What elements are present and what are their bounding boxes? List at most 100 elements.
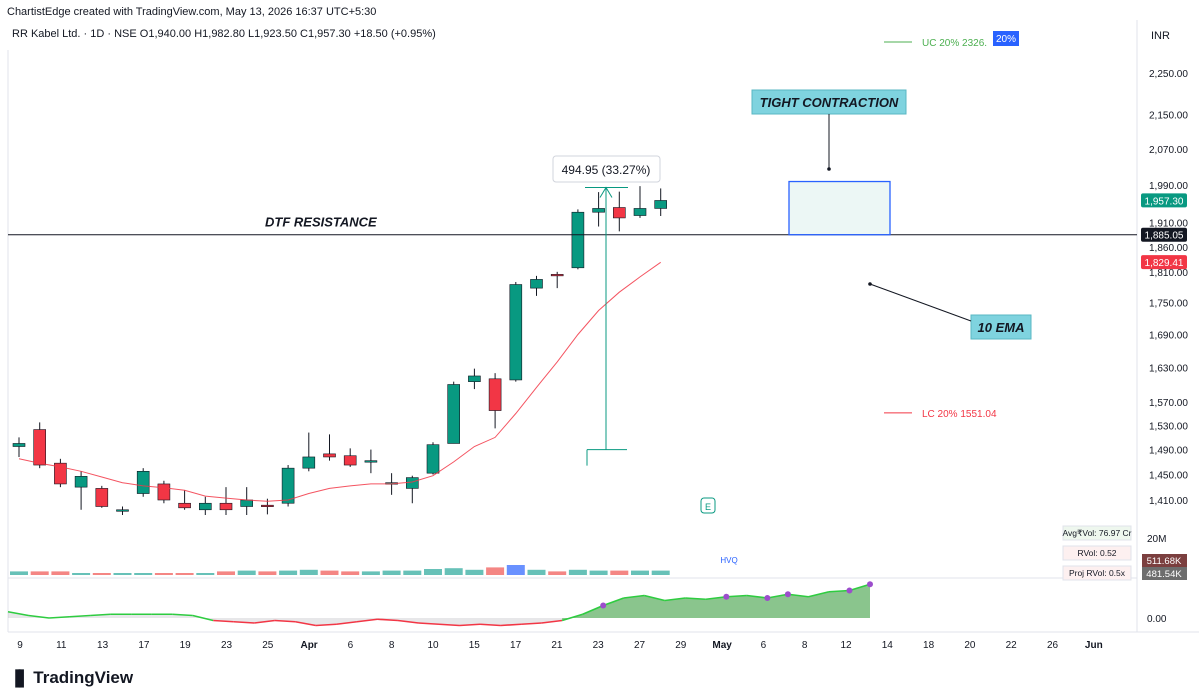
volume-bar <box>175 573 194 575</box>
volume-bar <box>258 571 277 575</box>
rvol-line-segment <box>705 595 727 601</box>
candle-body <box>488 378 502 411</box>
x-tick-label: 21 <box>551 640 563 651</box>
rvol-line-segment <box>479 623 501 627</box>
volume-bar <box>589 570 608 575</box>
rvol-line-segment <box>664 597 686 602</box>
resistance-price-tag-bg <box>1141 227 1187 242</box>
rvol-line-segment <box>254 619 275 624</box>
currency-label: INR <box>1151 30 1170 42</box>
candle-body <box>530 279 543 289</box>
volume-bar <box>51 571 70 575</box>
candle-body <box>302 456 316 469</box>
volume-bar <box>610 570 629 575</box>
y-tick-label: 1,410.00 <box>1149 496 1188 507</box>
rvol-line-segment <box>356 618 378 623</box>
x-tick-label: 26 <box>1047 640 1059 651</box>
proj-rvol-value: Proj RVol: 0.5x <box>1069 568 1126 578</box>
volume-bar <box>403 570 422 575</box>
candle-body <box>281 467 295 504</box>
x-tick-label: May <box>712 640 732 651</box>
volume-bar <box>10 571 28 575</box>
x-tick-label: 17 <box>138 640 150 651</box>
y-tick-label: 2,250.00 <box>1149 69 1188 80</box>
y-tick-label: 1,860.00 <box>1149 243 1188 254</box>
candle-body <box>74 476 88 488</box>
rvol-line-segment <box>602 597 624 607</box>
volume-bar <box>92 573 111 575</box>
candle-body <box>136 470 150 494</box>
symbol-ohlc-line: RR Kabel Ltd. · 1D · NSE O1,940.00 H1,98… <box>12 28 436 40</box>
volume-bar <box>548 571 567 575</box>
tight-contraction-label: TIGHT CONTRACTION <box>760 95 899 110</box>
tradingview-brand-text: TradingView <box>33 668 134 687</box>
rvol-line-segment <box>7 610 29 617</box>
rvol-value: RVol: 0.52 <box>1077 548 1116 558</box>
rvol-dot <box>764 595 771 601</box>
ema-price-tag: 1,829.41 <box>1145 258 1184 269</box>
candle-body <box>364 460 378 463</box>
volume-bar <box>465 569 484 575</box>
x-tick-label: 29 <box>675 640 687 651</box>
volume-bar <box>527 569 546 575</box>
rvol-line-segment <box>274 619 296 623</box>
rvol-line-segment <box>582 604 604 615</box>
rvol-line-segment <box>90 613 111 617</box>
candle-body <box>261 504 274 507</box>
rvol-line-segment <box>377 618 399 622</box>
rvol-line-segment <box>561 613 583 622</box>
resistance-price-tag: 1,885.05 <box>1145 231 1184 242</box>
candle-body <box>633 208 647 216</box>
y-tick-label: 1,910.00 <box>1149 219 1188 230</box>
rvol-line-segment <box>336 620 358 626</box>
proj-rvol-value-bg <box>1062 565 1132 581</box>
tradingview-logo-icon: ▐▌ <box>10 669 29 687</box>
chart-credit: ChartistEdge created with TradingView.co… <box>7 6 377 18</box>
volume-bar <box>651 570 670 575</box>
candle-body <box>178 502 191 509</box>
x-tick-label: 6 <box>348 640 354 651</box>
last-price-tag-bg <box>1141 193 1187 208</box>
rvol-line-segment <box>500 623 522 627</box>
candle-body <box>612 207 626 219</box>
rvol-line-segment <box>828 589 850 593</box>
volume-bar <box>341 571 360 575</box>
last-price-tag: 1,957.30 <box>1145 196 1184 207</box>
rvol-dot <box>723 593 730 600</box>
rvol-line-segment <box>397 619 419 624</box>
candle-body <box>592 208 605 213</box>
candle-body <box>240 499 253 507</box>
rvol-line-segment <box>28 614 50 619</box>
rvol-line-segment <box>541 619 563 624</box>
uc-badge-text: 20% <box>996 34 1016 45</box>
volume-bar <box>279 570 298 575</box>
rvol-line-segment <box>315 623 337 627</box>
y-tick-label: 1,490.00 <box>1149 446 1188 457</box>
x-tick-label: 22 <box>1006 640 1018 651</box>
rvol-line-segment <box>459 623 481 627</box>
candle-body <box>157 483 171 501</box>
vol-value-2-bg <box>1142 567 1187 580</box>
x-tick-label: 23 <box>221 640 233 651</box>
ema-callout-pointer-dot <box>868 282 872 286</box>
x-tick-label: 8 <box>389 640 395 651</box>
y-tick-label: 2,150.00 <box>1149 111 1188 122</box>
rvol-line-segment <box>644 594 665 602</box>
rvol-line-segment <box>746 594 768 599</box>
volume-axis-label: 20M <box>1147 534 1166 545</box>
volume-bar <box>631 570 649 575</box>
volume-bar <box>568 569 587 575</box>
y-tick-label: 1,990.00 <box>1149 181 1188 192</box>
volume-bar <box>486 567 505 575</box>
tight-contraction-box <box>788 180 891 236</box>
candle-body <box>426 444 440 474</box>
rvol-dot <box>784 591 791 598</box>
tight-contraction-callout-bg <box>751 89 907 115</box>
x-tick-label: 13 <box>97 640 109 651</box>
x-tick-label: 14 <box>882 640 894 651</box>
candle-body <box>654 200 668 209</box>
rvol-dot <box>600 602 607 609</box>
y-tick-label: 1,570.00 <box>1149 398 1188 409</box>
rvol-dot <box>846 587 853 594</box>
